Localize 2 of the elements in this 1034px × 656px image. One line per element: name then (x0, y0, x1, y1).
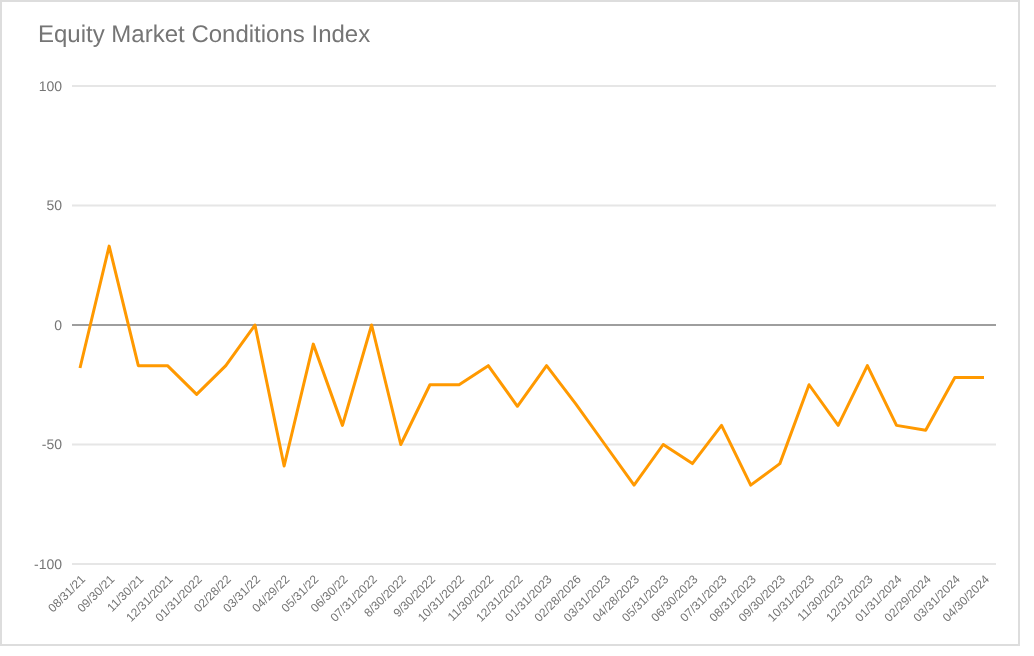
chart-title: Equity Market Conditions Index (38, 20, 371, 48)
line-series (78, 244, 986, 487)
